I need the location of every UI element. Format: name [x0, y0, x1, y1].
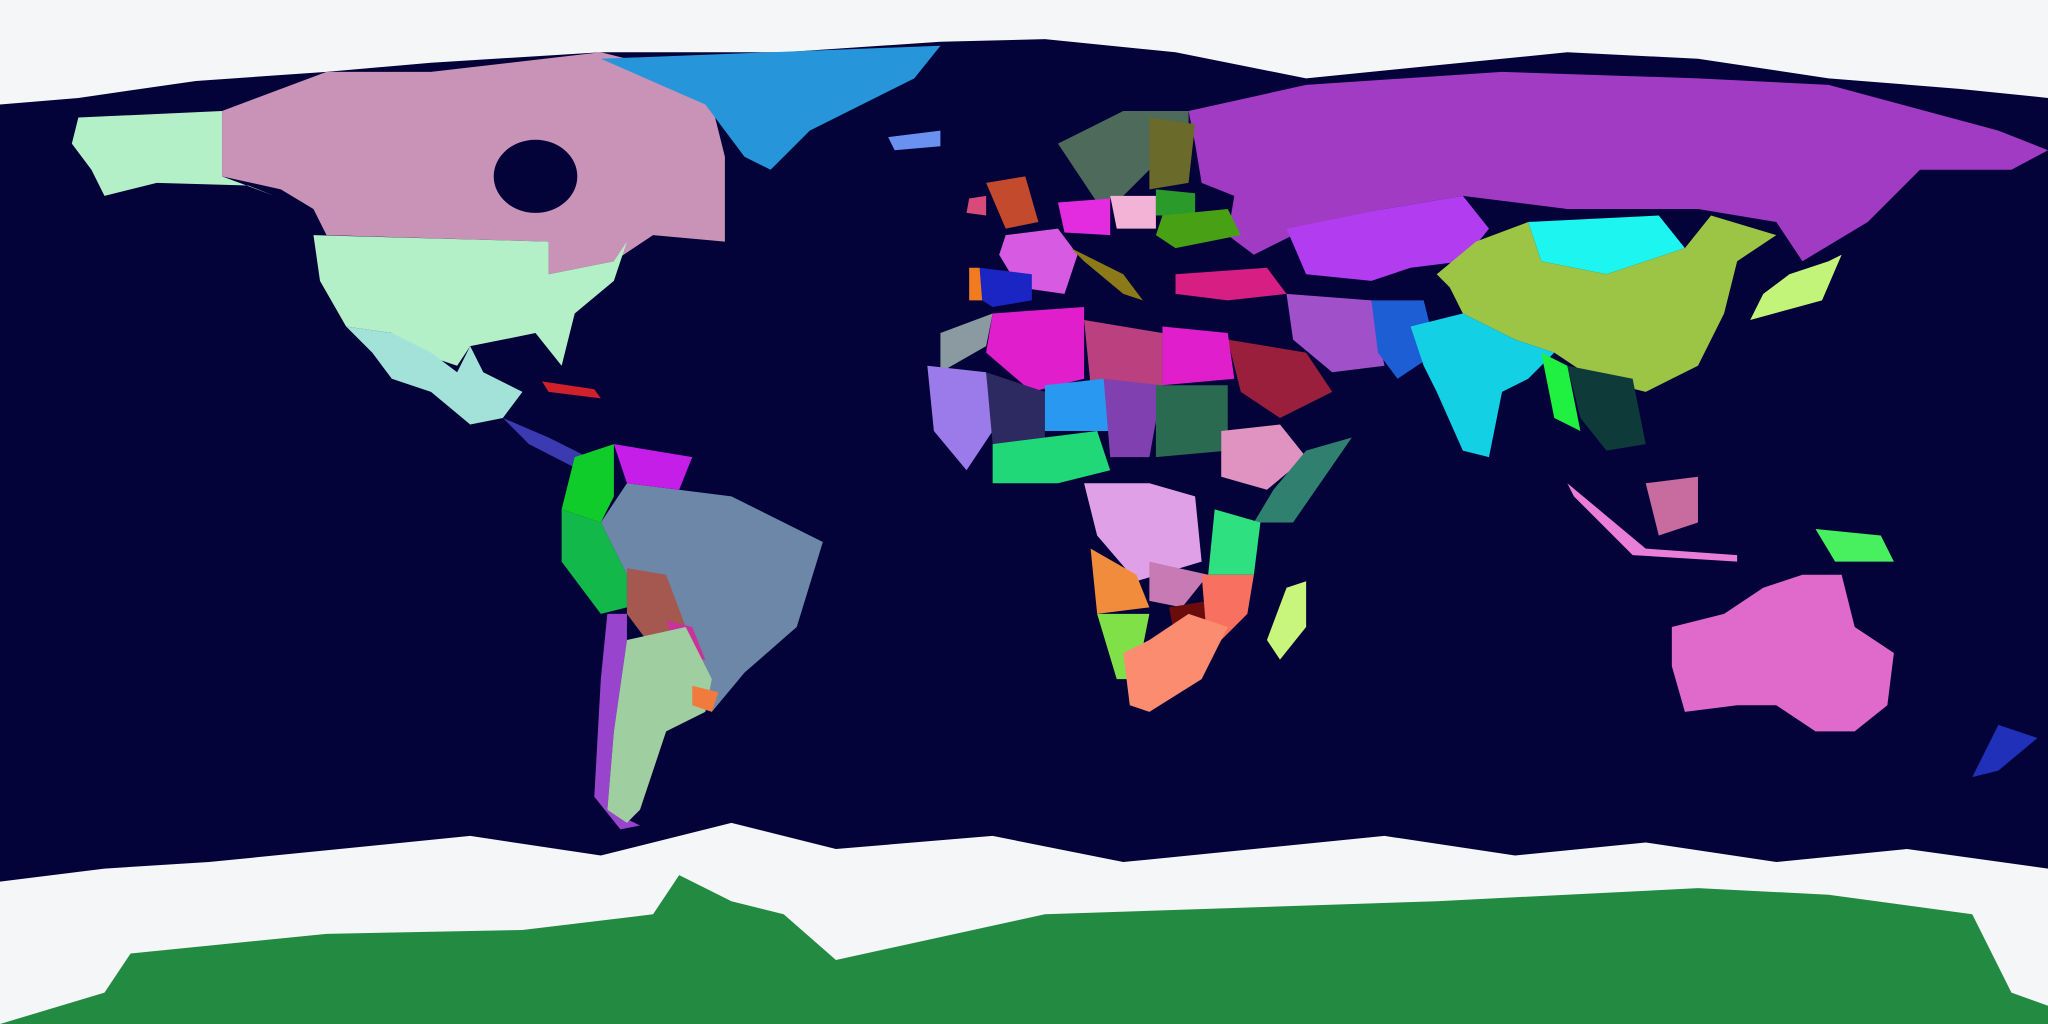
country-india[interactable] [1410, 313, 1555, 458]
country-australia[interactable] [1671, 574, 1894, 732]
country-nigeria[interactable] [992, 431, 1111, 484]
country-cuba[interactable] [542, 381, 601, 399]
country-argentina[interactable] [607, 626, 712, 823]
country-west-africa[interactable] [927, 365, 993, 471]
country-russia[interactable] [1188, 71, 2048, 262]
country-somalia[interactable] [1253, 437, 1352, 523]
country-kazakhstan[interactable] [1286, 195, 1489, 281]
country-kenya[interactable] [1208, 509, 1261, 575]
country-spain[interactable] [979, 267, 1032, 307]
country-borneo[interactable] [1645, 476, 1698, 536]
country-iceland[interactable] [888, 130, 941, 151]
country-greenland[interactable] [600, 45, 941, 170]
antarctica [0, 875, 2048, 1024]
country-papua[interactable] [1815, 528, 1894, 562]
country-canada[interactable] [222, 52, 725, 275]
country-turkey[interactable] [1175, 267, 1287, 301]
country-central-america[interactable] [502, 417, 588, 468]
country-zambia[interactable] [1149, 561, 1209, 608]
country-poland[interactable] [1110, 195, 1156, 229]
country-indonesia[interactable] [1567, 483, 1738, 562]
country-ireland[interactable] [966, 195, 987, 216]
hudson-bay [493, 139, 578, 213]
country-finland[interactable] [1149, 117, 1196, 190]
country-morocco[interactable] [940, 313, 993, 373]
country-drc[interactable] [1084, 483, 1202, 582]
country-algeria[interactable] [986, 306, 1085, 392]
country-japan[interactable] [1750, 254, 1842, 320]
country-angola[interactable] [1090, 548, 1150, 614]
country-belarus[interactable] [1155, 189, 1196, 216]
country-sudan[interactable] [1155, 385, 1228, 458]
country-egypt[interactable] [1162, 326, 1235, 386]
country-chile[interactable] [594, 613, 640, 830]
arctic-ice [0, 0, 2048, 105]
country-pakistan[interactable] [1371, 300, 1437, 379]
country-uk[interactable] [986, 176, 1039, 229]
country-indochina[interactable] [1567, 365, 1646, 451]
country-libya[interactable] [1084, 320, 1163, 392]
country-niger[interactable] [1044, 378, 1111, 432]
country-china[interactable] [1436, 215, 1777, 392]
country-ukraine[interactable] [1155, 208, 1241, 249]
country-south-africa[interactable] [1123, 613, 1228, 712]
country-peru[interactable] [561, 509, 627, 614]
country-brazil[interactable] [600, 483, 823, 712]
country-mexico[interactable] [346, 326, 523, 425]
country-chad[interactable] [1103, 378, 1163, 458]
country-italy[interactable] [1071, 248, 1143, 301]
country-ethiopia[interactable] [1221, 424, 1307, 490]
country-saudi-arabia[interactable] [1227, 339, 1333, 418]
country-new-zealand[interactable] [1972, 724, 2038, 778]
country-portugal[interactable] [969, 267, 983, 301]
country-iran[interactable] [1286, 293, 1385, 373]
country-colombia[interactable] [561, 444, 614, 523]
country-germany[interactable] [1057, 198, 1111, 236]
country-myanmar[interactable] [1541, 352, 1581, 432]
country-mali[interactable] [986, 372, 1045, 445]
country-madagascar[interactable] [1266, 581, 1307, 660]
country-mongolia[interactable] [1528, 215, 1685, 275]
country-venezuela[interactable] [613, 444, 693, 490]
country-uruguay[interactable] [692, 685, 719, 712]
country-alaska[interactable] [71, 111, 275, 196]
